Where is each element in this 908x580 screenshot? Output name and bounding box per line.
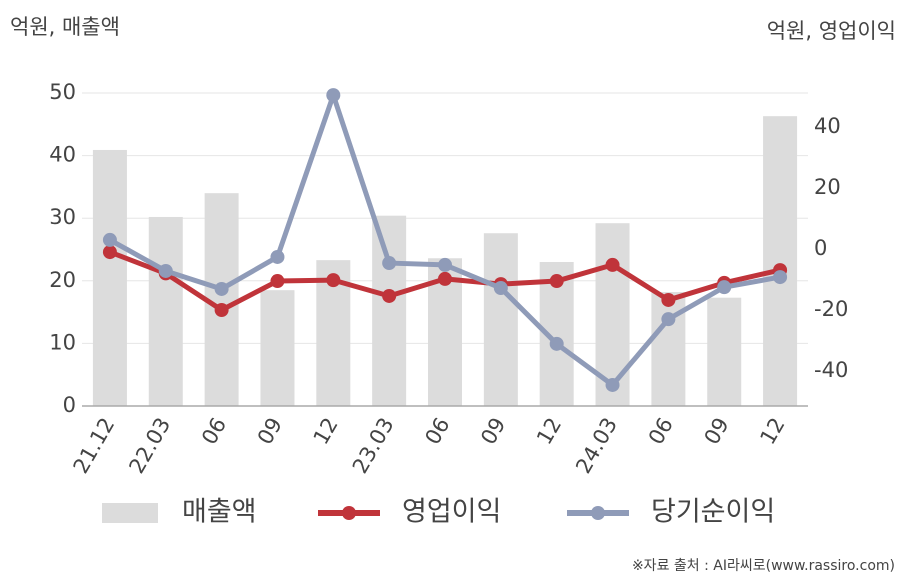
point — [661, 292, 676, 307]
point — [214, 302, 229, 317]
y2-tick-label: 20 — [814, 175, 841, 199]
point — [493, 281, 508, 296]
y2-tick-label: -20 — [814, 297, 848, 321]
point — [102, 232, 117, 247]
legend-label: 당기순이익 — [651, 497, 775, 528]
bar — [204, 193, 239, 406]
bar — [260, 290, 295, 406]
point — [270, 249, 285, 264]
bar — [483, 233, 518, 406]
point — [326, 273, 341, 288]
legend-label: 영업이익 — [402, 497, 501, 528]
point — [773, 270, 788, 285]
y2-tick-label: -40 — [814, 358, 848, 382]
bar — [763, 116, 798, 407]
bar — [372, 215, 407, 406]
legend-label: 매출액 — [182, 497, 257, 528]
point — [326, 88, 341, 103]
point — [605, 257, 620, 272]
y2-tick-label: 40 — [814, 114, 841, 138]
point — [717, 280, 732, 295]
point — [438, 257, 452, 272]
y-tick-label: 10 — [49, 330, 76, 354]
legend-swatch — [102, 503, 158, 523]
y2-tick-label: 0 — [814, 236, 827, 260]
y-tick-label: 40 — [49, 143, 76, 167]
point — [661, 312, 676, 327]
legend-swatch — [342, 506, 356, 520]
bar — [148, 216, 183, 406]
y2-axis-label: 억원, 영업이익 — [767, 19, 896, 43]
y-tick-label: 30 — [49, 205, 76, 229]
point — [382, 256, 397, 271]
point — [382, 288, 397, 303]
point — [214, 281, 229, 296]
y-axis-label: 억원, 매출액 — [10, 15, 120, 39]
y-tick-label: 50 — [49, 80, 76, 104]
point — [102, 245, 117, 260]
y-tick-label: 0 — [63, 393, 76, 417]
bar — [92, 149, 127, 406]
y-tick-label: 20 — [49, 268, 76, 292]
source: ※자료 출처 : AI라씨로(www.rassiro.com) — [632, 558, 895, 574]
point — [270, 274, 285, 289]
bar — [707, 297, 742, 406]
point — [605, 377, 620, 392]
point — [549, 336, 564, 351]
point — [438, 271, 452, 286]
bar — [651, 292, 686, 406]
point — [549, 274, 564, 289]
legend-swatch — [591, 506, 605, 520]
point — [158, 263, 173, 278]
